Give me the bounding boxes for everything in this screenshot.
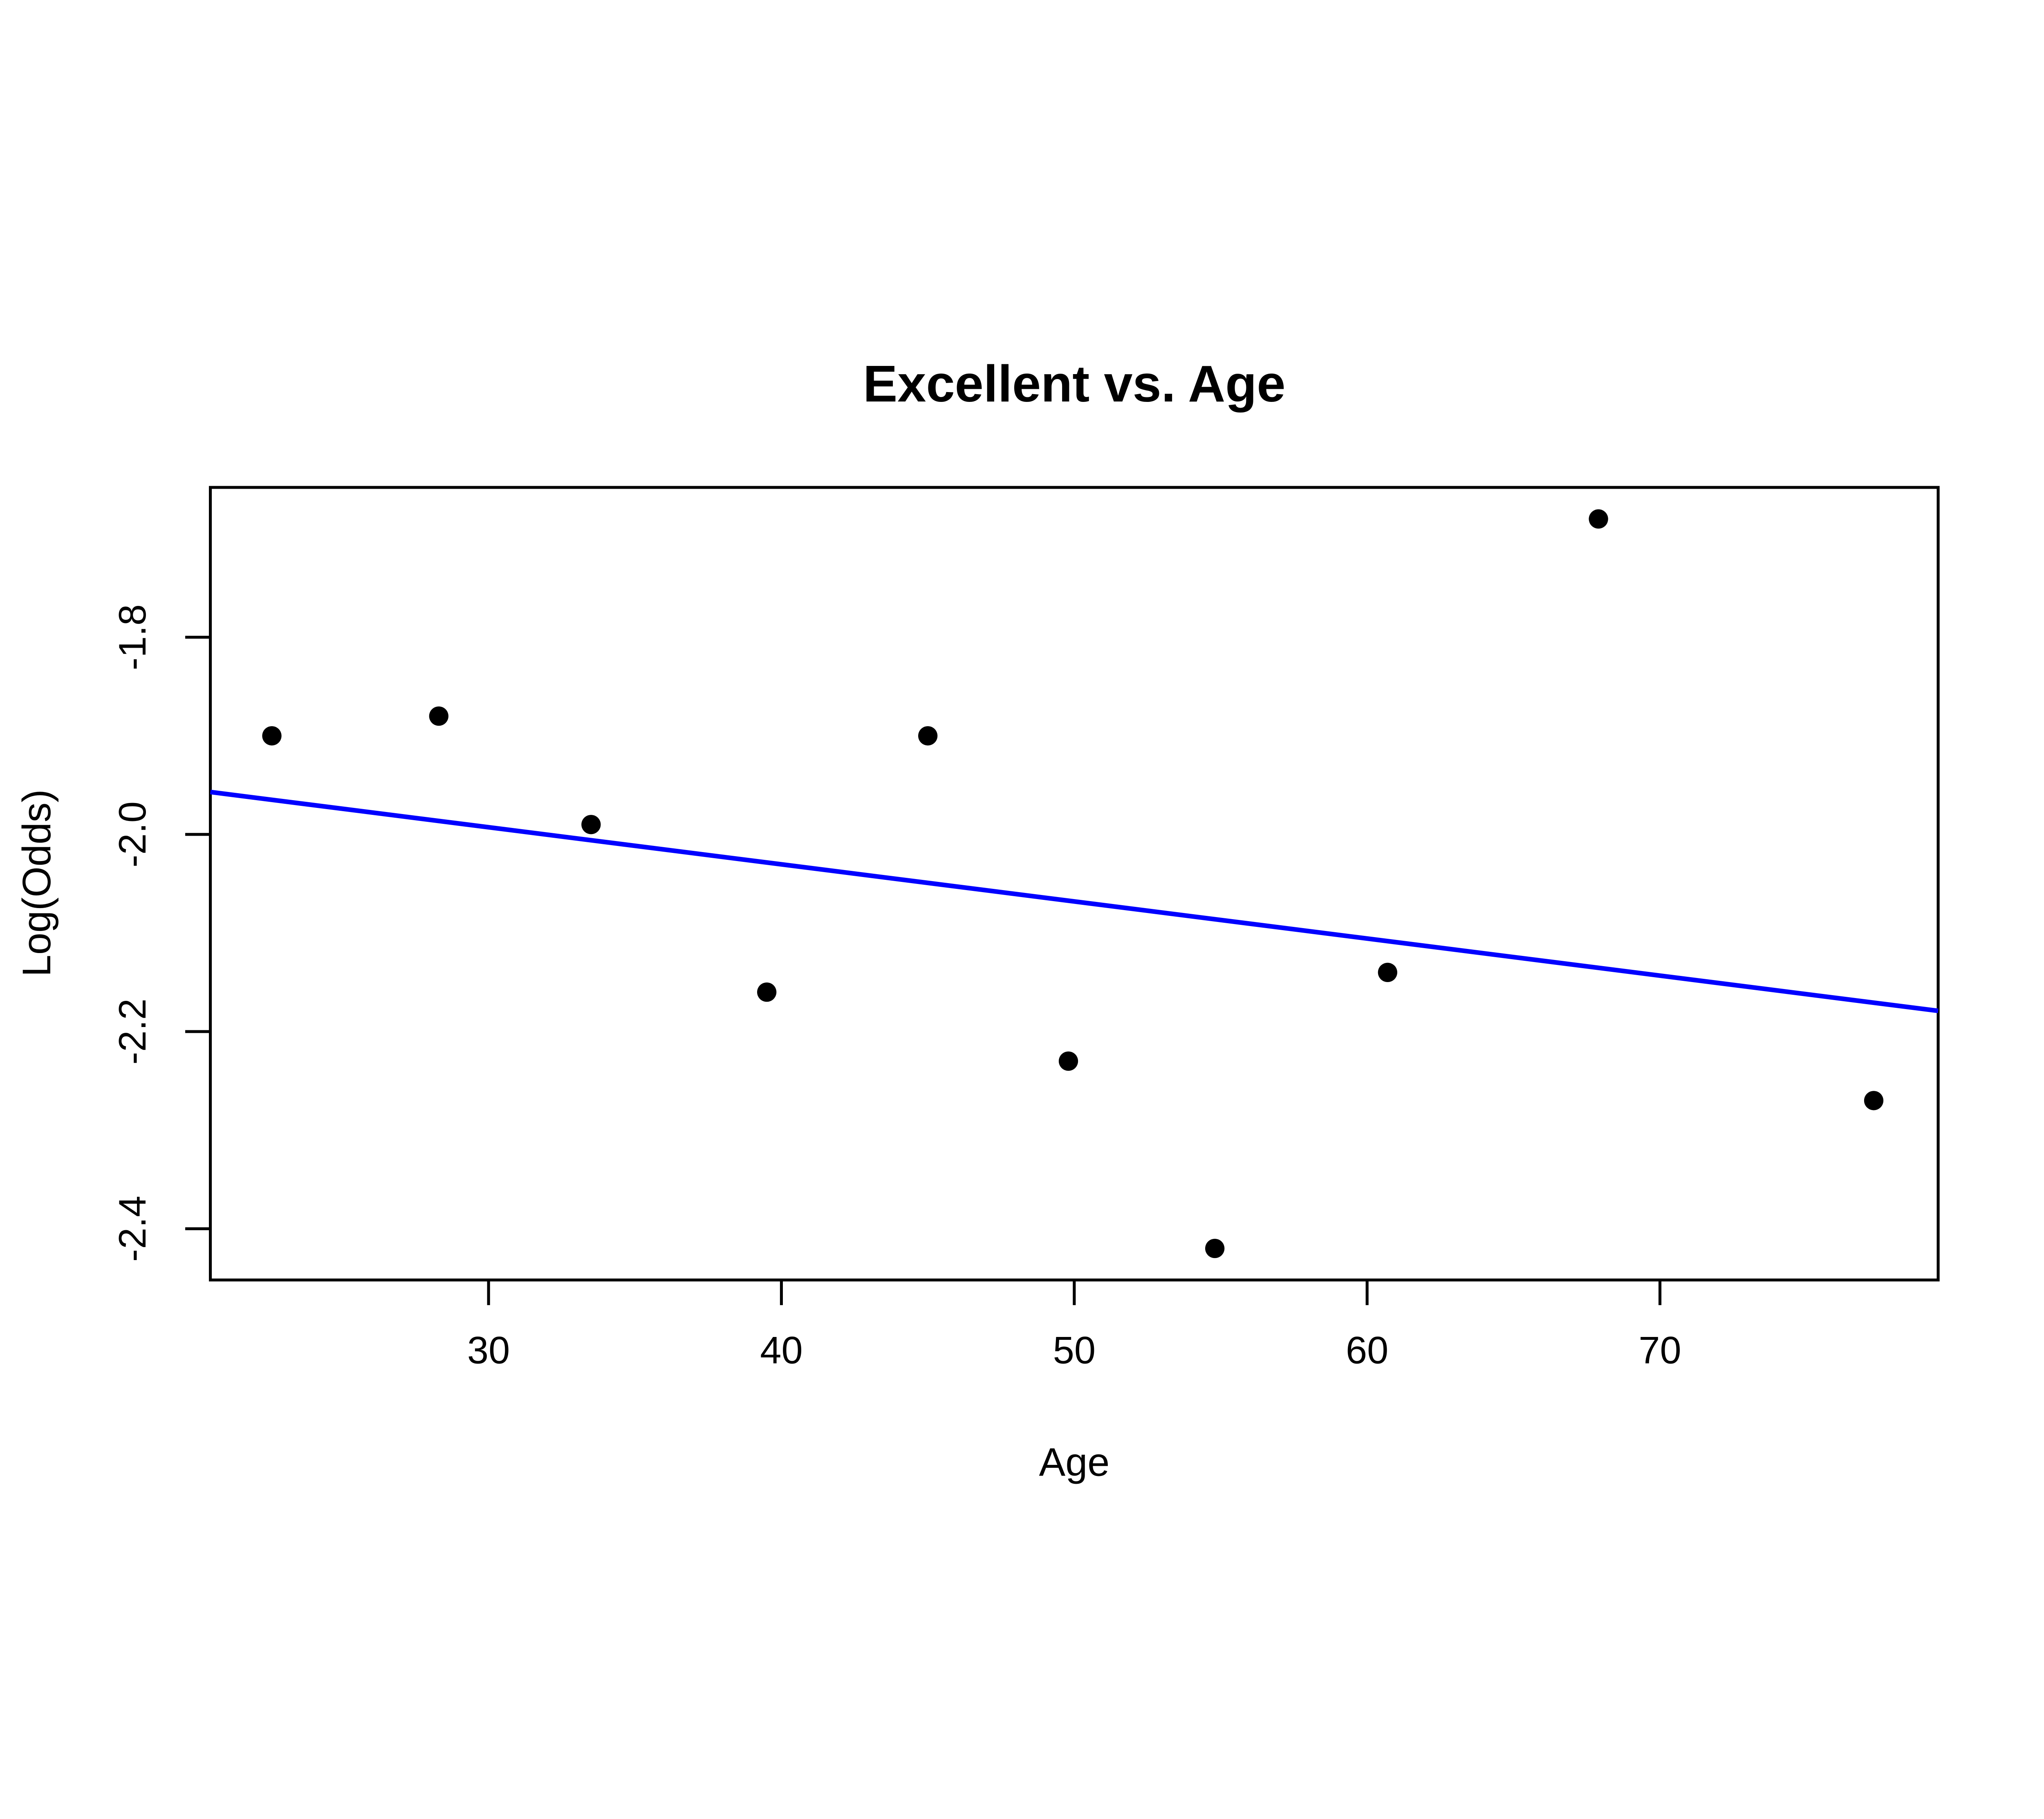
data-point	[1589, 509, 1608, 529]
y-tick-label: -2.4	[111, 1195, 154, 1262]
y-tick-label: -1.8	[111, 604, 154, 671]
x-tick-label: 30	[467, 1329, 510, 1372]
x-tick-label: 70	[1638, 1329, 1681, 1372]
regression-line	[210, 790, 1939, 1014]
plot-box	[209, 486, 1940, 1282]
data-point	[429, 706, 448, 726]
plot-area: 30 40 50 60 70 -2.4 -2.2 -2.0 -1.8	[111, 486, 1940, 1372]
y-axis-label: Log(Odds)	[14, 789, 59, 977]
data-point	[262, 726, 282, 746]
y-tick-label: -2.2	[111, 998, 154, 1065]
x-axis-label: Age	[1039, 1440, 1109, 1485]
data-point	[757, 982, 777, 1002]
x-tick-label: 60	[1346, 1329, 1388, 1372]
data-point	[1205, 1238, 1225, 1258]
data-point	[1378, 962, 1397, 982]
data-point	[1864, 1091, 1884, 1110]
data-point	[1058, 1051, 1078, 1071]
data-point	[918, 726, 938, 746]
data-point	[581, 815, 601, 834]
chart-title: Excellent vs. Age	[863, 355, 1285, 413]
y-tick-label: -2.0	[111, 801, 154, 868]
x-tick-label: 50	[1053, 1329, 1096, 1372]
x-tick-label: 40	[760, 1329, 802, 1372]
